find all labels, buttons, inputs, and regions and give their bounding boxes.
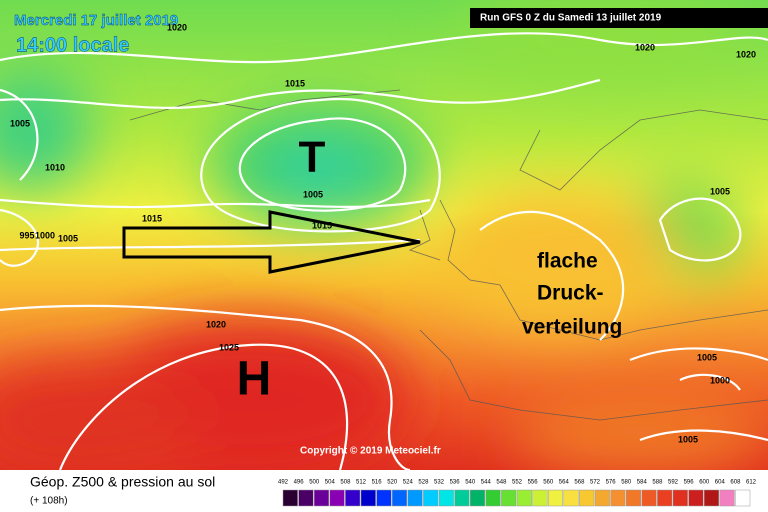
scale-swatch	[469, 489, 486, 507]
scale-swatch	[688, 489, 704, 507]
isobar-label: 1005	[58, 233, 78, 243]
scale-label: 600	[699, 480, 710, 486]
map-background	[0, 0, 768, 480]
isobars	[0, 32, 768, 472]
scale-label: 564	[559, 480, 570, 486]
scale-swatch	[532, 489, 548, 507]
scale-label: 552	[512, 480, 523, 486]
scale-label: 496	[294, 480, 305, 486]
scale-swatch	[376, 489, 392, 507]
scale-swatch	[610, 489, 626, 507]
scale-label: 500	[309, 480, 320, 486]
isobar-label: 1025	[219, 342, 239, 352]
lead-time: (+ 108h)	[30, 496, 68, 507]
isobar-label: 1015	[142, 213, 162, 223]
scale-swatch	[454, 489, 470, 507]
annotation-line: verteilung	[522, 316, 622, 339]
scale-swatch	[625, 489, 642, 507]
scale-label: 528	[418, 480, 429, 486]
scale-label: 596	[684, 480, 695, 486]
scale-swatch	[657, 489, 673, 507]
isobar-label: 1005	[697, 352, 717, 362]
scale-label: 608	[730, 480, 741, 486]
scale-swatch	[719, 489, 735, 507]
scale-swatch	[594, 489, 610, 507]
scale-swatch	[485, 489, 501, 507]
scale-label: 508	[340, 480, 351, 486]
isobar-label: 1005	[710, 186, 730, 196]
time-label: 14:00 locale	[16, 34, 129, 56]
scale-label: 504	[325, 480, 336, 486]
coastlines	[129, 89, 768, 421]
scale-swatch	[579, 489, 595, 507]
scale-label: 548	[496, 480, 507, 486]
isobar-label: 1005	[303, 189, 323, 199]
scale-swatch	[423, 489, 439, 507]
run-label: Run GFS 0 Z du Samedi 13 juillet 2019	[480, 13, 662, 24]
scale-swatch	[703, 489, 720, 507]
legend-title: Géop. Z500 & pression au sol	[30, 474, 215, 490]
scale-label: 544	[481, 480, 492, 486]
scale-label: 576	[606, 480, 617, 486]
scale-label: 604	[715, 480, 726, 486]
scale-swatch	[391, 489, 408, 507]
isobar-label: 1020	[167, 22, 187, 32]
scale-label: 492	[278, 480, 289, 486]
isobar-label: 1015	[285, 78, 305, 88]
scale-label: 568	[574, 480, 585, 486]
scale-label: 584	[637, 480, 648, 486]
scale-label: 592	[668, 480, 679, 486]
scale-label: 560	[543, 480, 554, 486]
scale-swatch	[501, 489, 517, 507]
scale-label: 572	[590, 480, 601, 486]
run-banner	[470, 8, 768, 28]
isobar-label: 1000	[710, 375, 730, 385]
flow-arrow	[122, 210, 421, 274]
isobar-label: 1005	[10, 118, 30, 128]
annotation-line: flache	[537, 250, 598, 273]
scale-swatch	[360, 489, 376, 507]
scale-label: 512	[356, 480, 367, 486]
scale-label: 536	[450, 480, 461, 486]
scale-label: 532	[434, 480, 445, 486]
isobar-label: 1020	[206, 319, 226, 329]
isobar-label: 1010	[45, 162, 65, 172]
scale-swatch	[547, 489, 564, 507]
scale-label: 520	[387, 480, 398, 486]
scale-label: 540	[465, 480, 476, 486]
scale-label: 524	[403, 480, 414, 486]
isobar-label: 995	[19, 230, 34, 240]
scale-swatch	[672, 489, 688, 507]
scale-swatch	[298, 489, 314, 507]
annotation-line: Druck-	[537, 282, 604, 305]
low-symbol: T	[299, 133, 326, 182]
date-label: Mercredi 17 juillet 2019	[14, 12, 178, 29]
scale-swatch	[641, 489, 657, 507]
scale-swatch	[329, 489, 345, 507]
isobar-label: 1000	[35, 230, 55, 240]
copyright: Copyright © 2019 Meteociel.fr	[300, 446, 441, 457]
scale-swatch	[313, 489, 330, 507]
scale-label: 516	[372, 480, 383, 486]
isobar-label: 1020	[736, 49, 756, 59]
scale-label: 612	[746, 480, 757, 486]
scale-swatch	[563, 489, 579, 507]
scale-swatch	[345, 489, 361, 507]
scale-swatch	[438, 489, 454, 507]
scale-swatch	[735, 489, 751, 507]
scale-swatch	[407, 489, 423, 507]
isobar-label: 1015	[312, 220, 332, 230]
scale-swatch	[516, 489, 532, 507]
scale-label: 588	[652, 480, 663, 486]
scale-label: 556	[528, 480, 539, 486]
isobar-label: 1005	[678, 434, 698, 444]
scale-swatch	[282, 489, 298, 507]
scale-label: 580	[621, 480, 632, 486]
isobar-label: 1020	[635, 42, 655, 52]
high-symbol: H	[237, 353, 272, 406]
